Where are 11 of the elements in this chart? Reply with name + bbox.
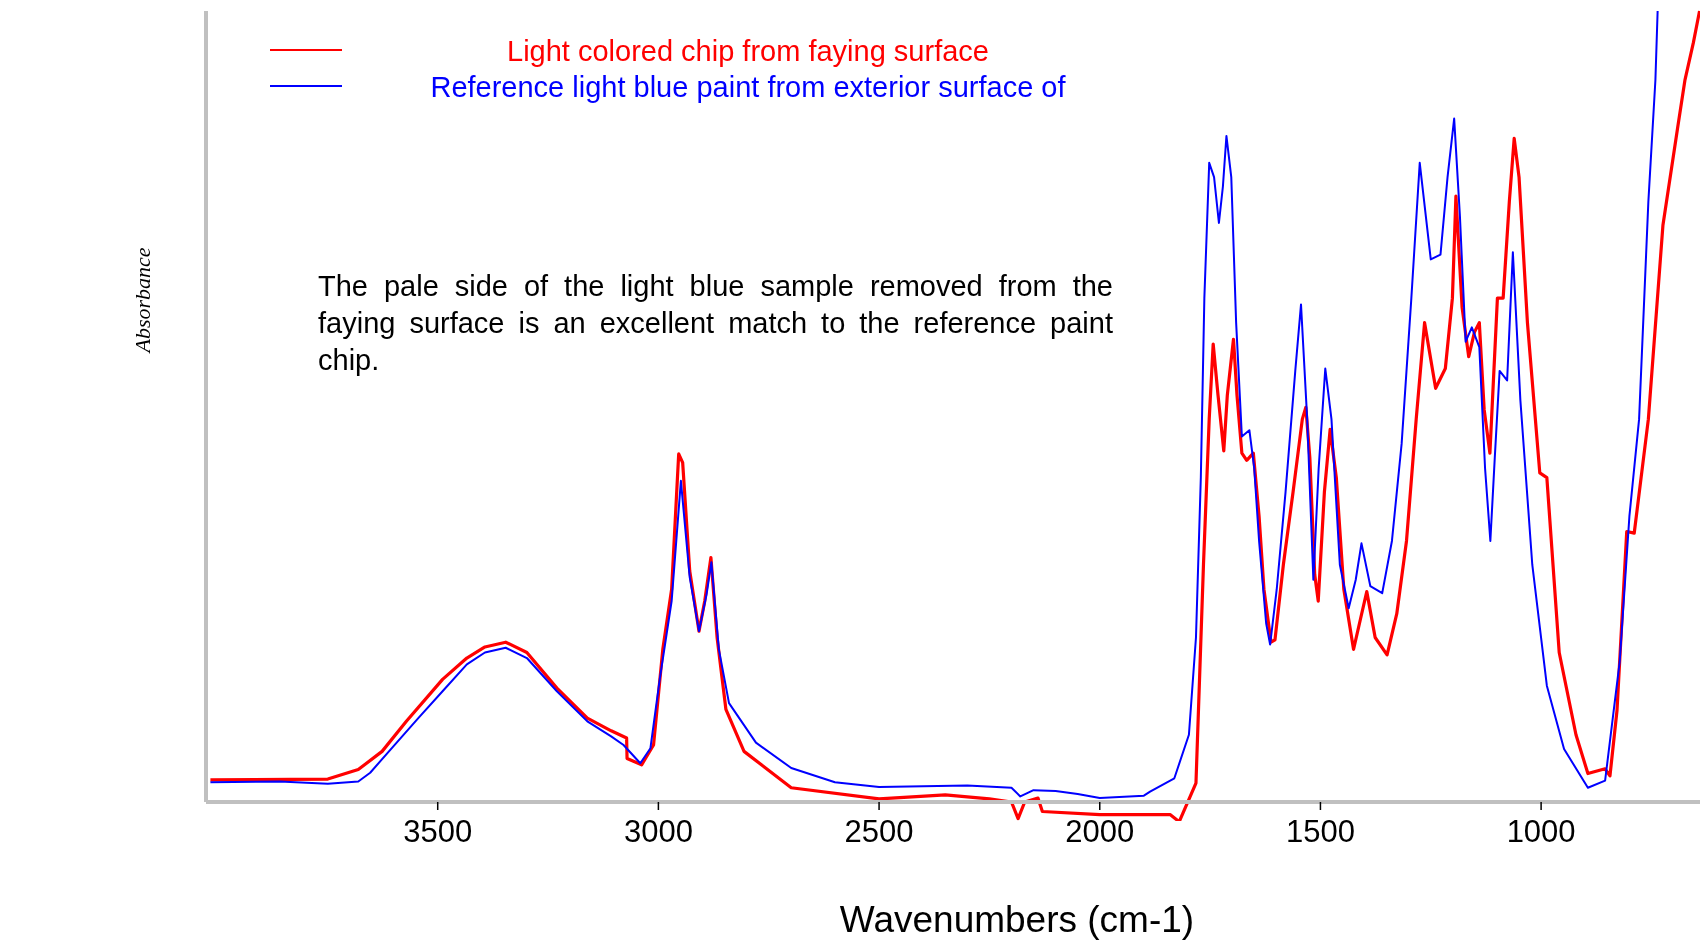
x-tick-label: 3000 bbox=[623, 814, 693, 849]
x-tick-label: 2500 bbox=[844, 814, 914, 849]
annotation: The pale side of the light blue sample removed from the faying surface is an excellent match to the reference paint chip. bbox=[318, 269, 1113, 378]
x-tick-label: 1500 bbox=[1285, 814, 1355, 849]
x-tick-label: 3500 bbox=[403, 814, 473, 849]
x-tick-label: 2000 bbox=[1065, 814, 1135, 849]
x-axis-title: Wavenumbers (cm-1) bbox=[839, 899, 1195, 940]
x-tick-label: 1000 bbox=[1506, 814, 1576, 849]
y-axis-title: Absorbance bbox=[130, 247, 155, 355]
text: Reference light blue paint from exterior surface of bbox=[430, 71, 1067, 103]
text: Light colored chip from faying surface bbox=[507, 35, 989, 67]
